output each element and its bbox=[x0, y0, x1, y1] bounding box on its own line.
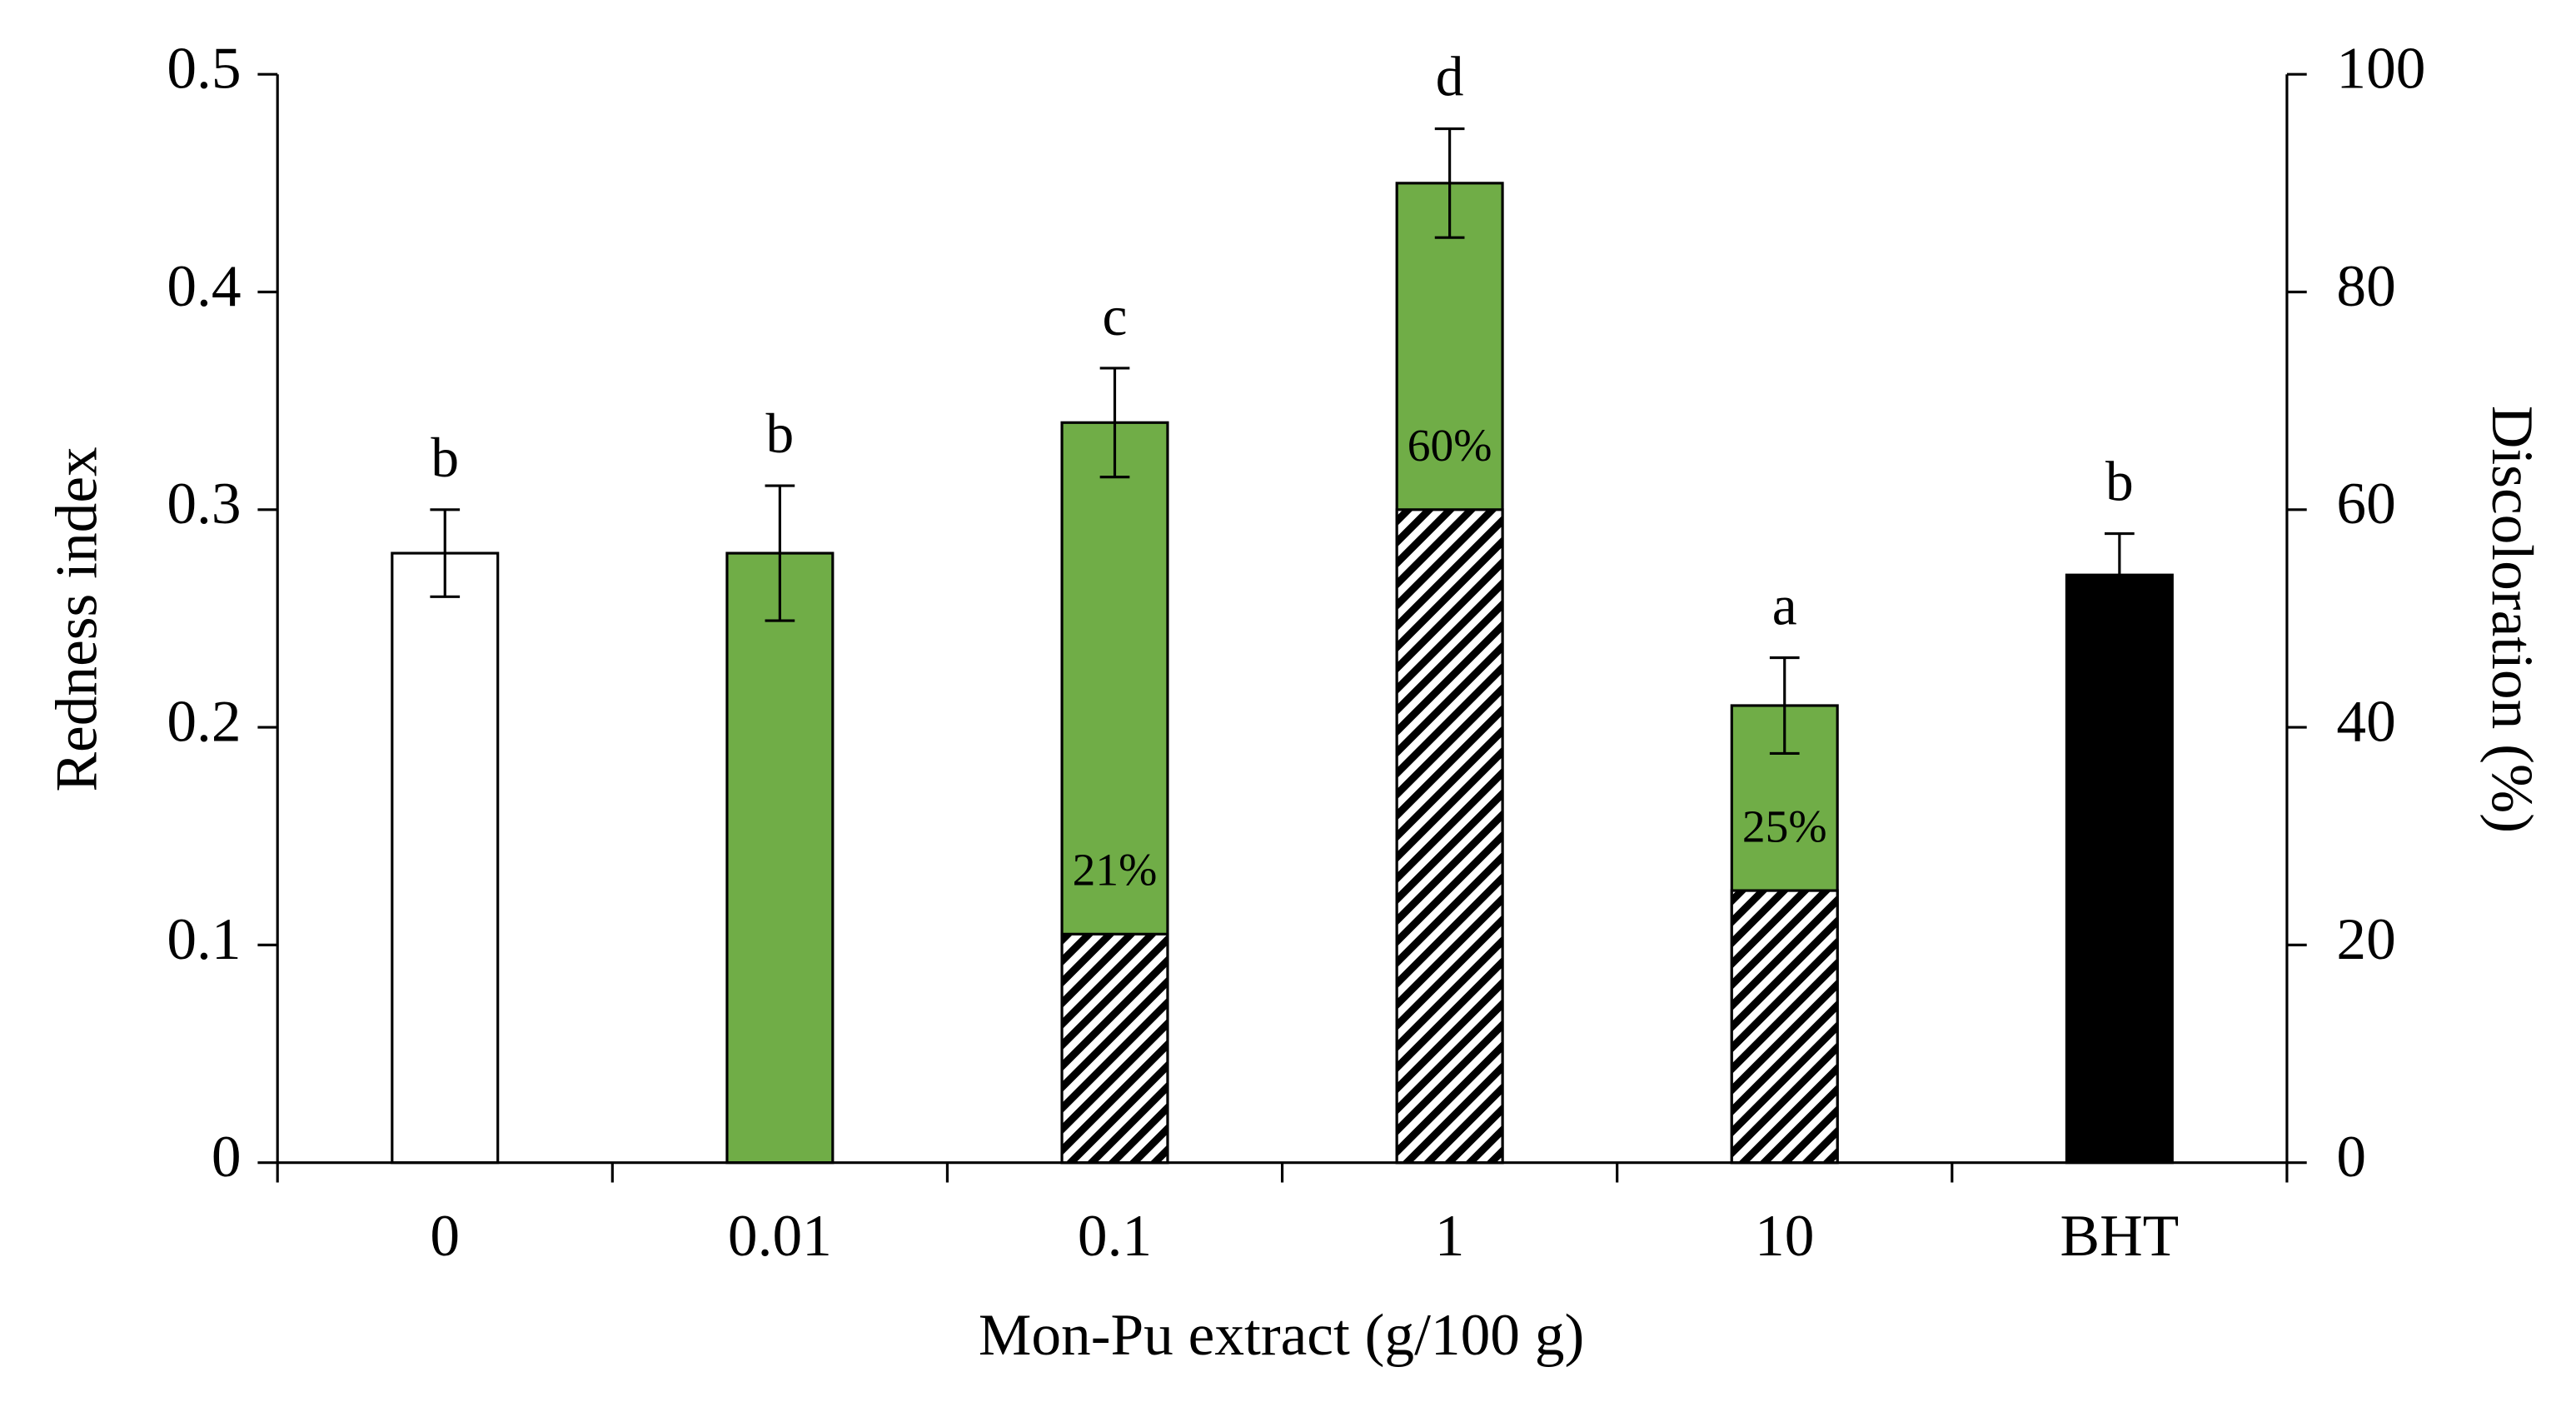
y-tick-label: 0.2 bbox=[167, 688, 241, 754]
bar bbox=[725, 551, 835, 1165]
bar bbox=[391, 551, 500, 1165]
significance-letter: c bbox=[1103, 285, 1128, 347]
y-tick-label: 0 bbox=[212, 1124, 242, 1190]
discoloration-bar bbox=[1395, 508, 1504, 1165]
y-tick-label: 0.1 bbox=[167, 906, 241, 972]
error-bar bbox=[1769, 656, 1800, 756]
y2-axis-label: Discoloration (%) bbox=[2479, 406, 2545, 833]
x-tick-label: 10 bbox=[1755, 1203, 1814, 1269]
y-tick-label: 0.3 bbox=[167, 471, 241, 536]
x-tick-label: 0.1 bbox=[1078, 1203, 1152, 1269]
y2-tick-label: 20 bbox=[2336, 906, 2395, 972]
x-tick-label: 0 bbox=[430, 1203, 460, 1269]
error-bar bbox=[2105, 531, 2135, 618]
error-bar bbox=[1099, 367, 1130, 479]
y2-tick-label: 60 bbox=[2336, 471, 2395, 536]
x-tick-label: 1 bbox=[1435, 1203, 1465, 1269]
x-axis-label: Mon-Pu extract (g/100 g) bbox=[979, 1302, 1584, 1368]
data-label: 21% bbox=[1073, 846, 1158, 896]
data-label: 60% bbox=[1408, 421, 1492, 472]
error-bar bbox=[430, 508, 461, 598]
y-tick-label: 0.4 bbox=[167, 253, 241, 319]
y2-tick-label: 40 bbox=[2336, 688, 2395, 754]
discoloration-bar bbox=[1730, 889, 1839, 1165]
y-axis-label: Redness index bbox=[44, 447, 110, 791]
error-bar bbox=[765, 484, 795, 622]
significance-letter: a bbox=[1772, 574, 1797, 636]
error-bar bbox=[1434, 127, 1465, 239]
y2-tick-label: 100 bbox=[2336, 36, 2425, 102]
x-tick-label: 0.01 bbox=[728, 1203, 832, 1269]
significance-letter: b bbox=[2105, 451, 2134, 513]
significance-letter: d bbox=[1436, 45, 1464, 107]
data-label: 25% bbox=[1742, 801, 1827, 852]
y-tick-label: 0.5 bbox=[167, 36, 241, 102]
significance-letter: b bbox=[431, 427, 459, 489]
y2-tick-label: 80 bbox=[2336, 253, 2395, 319]
bar bbox=[2065, 573, 2174, 1165]
y2-tick-label: 0 bbox=[2336, 1124, 2366, 1190]
x-tick-label: BHT bbox=[2060, 1203, 2179, 1269]
significance-letter: b bbox=[766, 402, 795, 465]
discoloration-bar bbox=[1060, 932, 1169, 1165]
